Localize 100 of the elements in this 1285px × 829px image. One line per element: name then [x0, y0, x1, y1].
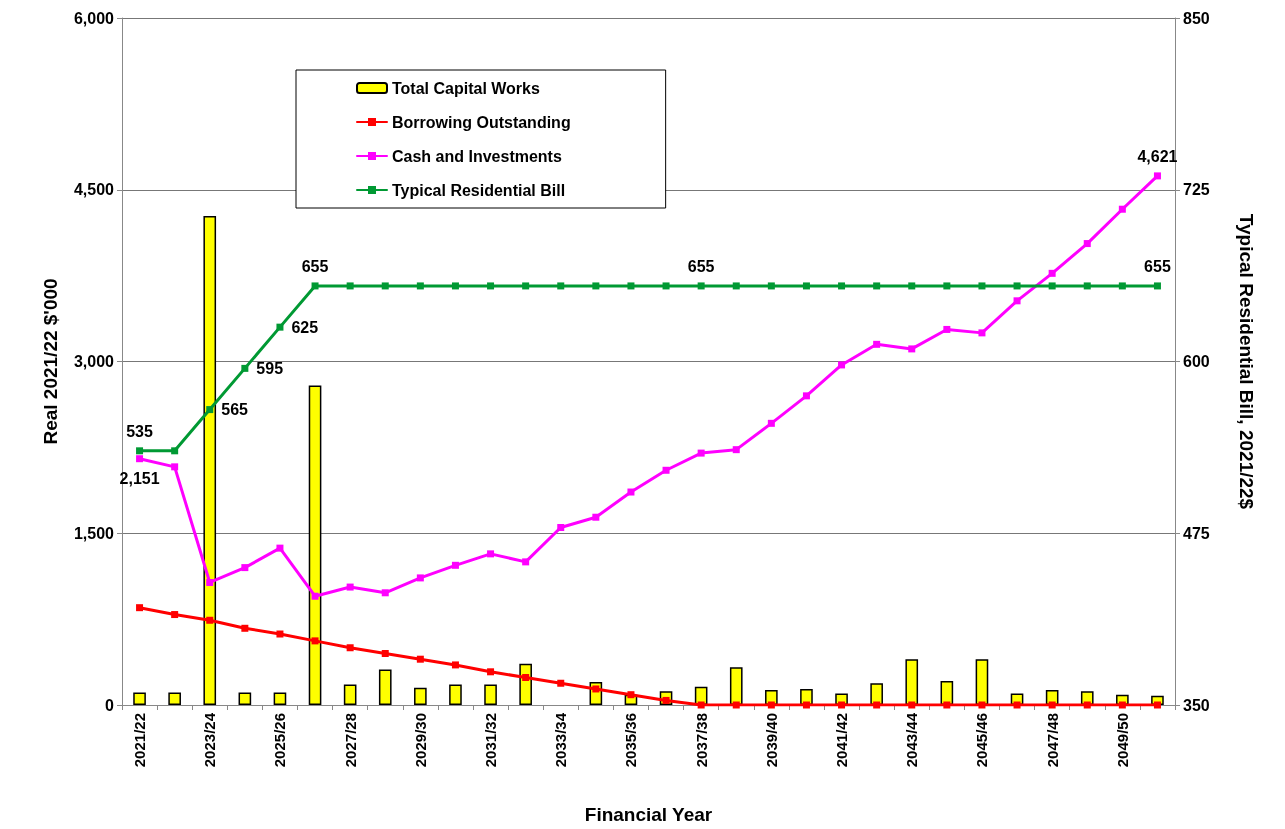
point [1083, 282, 1091, 290]
bar [273, 692, 287, 705]
bar [870, 683, 883, 705]
x-tick-label: 2029/30 [411, 713, 429, 768]
point [908, 701, 916, 709]
point [1153, 282, 1161, 290]
bar [238, 692, 252, 705]
y2-tick-label: 350 [1183, 696, 1210, 714]
bar [378, 669, 392, 705]
point [732, 446, 740, 454]
point [241, 364, 249, 372]
point [381, 282, 389, 290]
bar [729, 667, 743, 705]
bar [800, 688, 813, 705]
x-tick-label: 2041/42 [833, 713, 851, 768]
point [1153, 701, 1161, 709]
point [838, 361, 846, 369]
point [487, 550, 495, 558]
point [873, 340, 881, 348]
point [627, 282, 635, 290]
point [136, 455, 144, 463]
data-label: 565 [221, 401, 249, 419]
point [1118, 282, 1126, 290]
point [802, 282, 810, 290]
point [627, 691, 635, 699]
point [767, 419, 775, 427]
x-tick-label: 2025/26 [271, 713, 289, 768]
data-label: 2,151 [119, 469, 160, 487]
point [206, 406, 214, 414]
point [943, 701, 951, 709]
y2-tick-label: 475 [1183, 524, 1210, 542]
y-tick-label: 1,500 [73, 524, 115, 542]
point [241, 564, 249, 572]
point [1118, 701, 1126, 709]
point [1013, 282, 1021, 290]
point [1013, 701, 1021, 709]
point [697, 282, 705, 290]
point [802, 701, 810, 709]
x-tick-label: 2045/46 [973, 713, 991, 768]
point [1153, 172, 1161, 180]
legend-label: Typical Residential Bill [392, 181, 566, 199]
point [171, 611, 179, 619]
x-tick-label: 2039/40 [762, 713, 780, 768]
y2-tick-label: 600 [1183, 353, 1210, 370]
bar [133, 692, 146, 705]
point [416, 282, 424, 290]
point [732, 701, 740, 709]
x-tick-label: 2031/32 [482, 713, 500, 768]
point [487, 282, 495, 290]
point [978, 329, 986, 337]
point [206, 578, 214, 586]
point [522, 558, 530, 566]
data-label: 655 [687, 257, 715, 275]
data-label: 655 [1144, 257, 1171, 275]
point [908, 282, 916, 290]
point [136, 447, 144, 455]
bar [484, 684, 497, 705]
point [381, 649, 389, 657]
point [522, 674, 530, 682]
x-tick-label: 2021/22 [131, 713, 149, 768]
point [908, 345, 916, 353]
point [311, 282, 319, 290]
point [276, 630, 284, 638]
point [1048, 282, 1056, 290]
legend-label: Borrowing Outstanding [392, 113, 571, 131]
y2-tick-label: 725 [1183, 181, 1210, 199]
y-axis-title: Real 2021/22 $'000 [40, 278, 61, 445]
data-label: 4,621 [1137, 147, 1178, 165]
point [311, 637, 319, 645]
bar [975, 659, 989, 705]
data-label: 595 [256, 359, 284, 377]
point [346, 644, 354, 652]
point [802, 392, 810, 400]
point [311, 592, 319, 600]
point [943, 325, 951, 333]
x-tick-label: 2047/48 [1043, 713, 1061, 768]
x-tick-label: 2049/50 [1113, 713, 1131, 768]
point [1048, 701, 1056, 709]
bar [449, 684, 462, 705]
point [276, 323, 284, 331]
point [1083, 240, 1091, 248]
point [592, 685, 600, 693]
data-label: 625 [291, 318, 319, 336]
point [487, 668, 495, 676]
point [557, 679, 565, 687]
bar [168, 692, 181, 705]
x-tick-label: 2023/24 [201, 712, 219, 768]
point [767, 701, 775, 709]
x-tick-label: 2027/28 [341, 713, 359, 768]
point [978, 282, 986, 290]
x-tick-label: 2043/44 [903, 712, 921, 768]
x-axis-title: Financial Year [584, 804, 713, 825]
data-label: 655 [301, 257, 329, 275]
point [697, 449, 705, 457]
x-tick-label: 2037/38 [692, 713, 710, 768]
data-label: 535 [126, 422, 153, 440]
point [206, 616, 214, 624]
point [767, 282, 775, 290]
y-tick-label: 4,500 [73, 181, 115, 199]
bar [343, 684, 357, 705]
